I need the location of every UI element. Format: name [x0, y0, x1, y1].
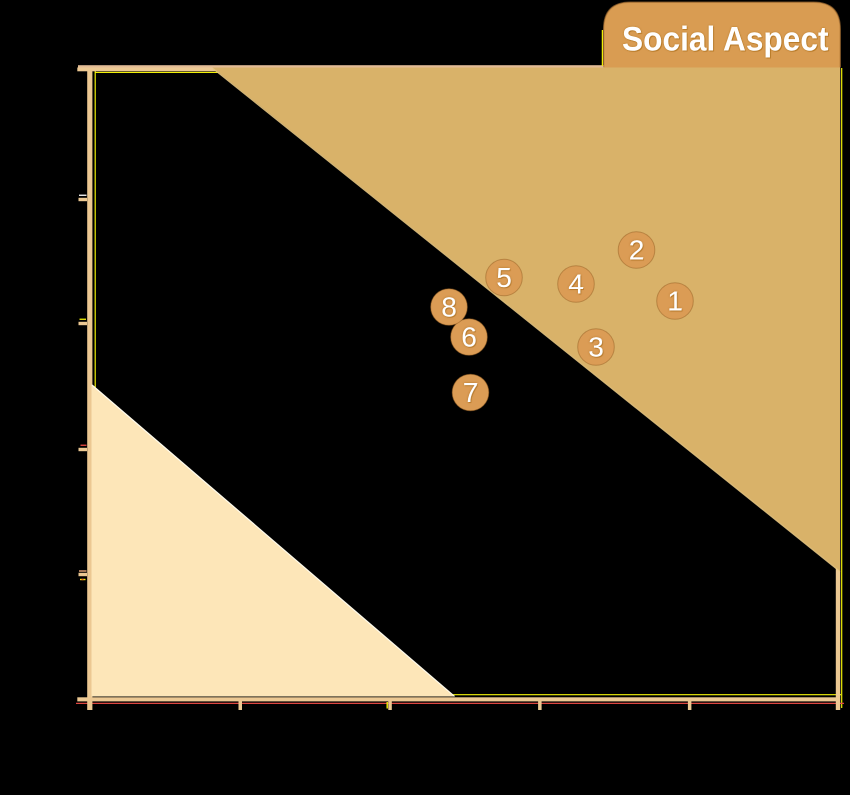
svg-text:1: 1 — [667, 286, 683, 317]
svg-text:4: 4 — [568, 269, 584, 300]
svg-text:5: 5 — [496, 262, 512, 293]
svg-text:2: 2 — [629, 235, 645, 266]
svg-text:8: 8 — [441, 292, 457, 323]
svg-text:Social Aspect: Social Aspect — [622, 21, 829, 59]
svg-text:6: 6 — [461, 322, 477, 353]
svg-text:3: 3 — [588, 332, 604, 363]
svg-text:7: 7 — [463, 377, 479, 408]
